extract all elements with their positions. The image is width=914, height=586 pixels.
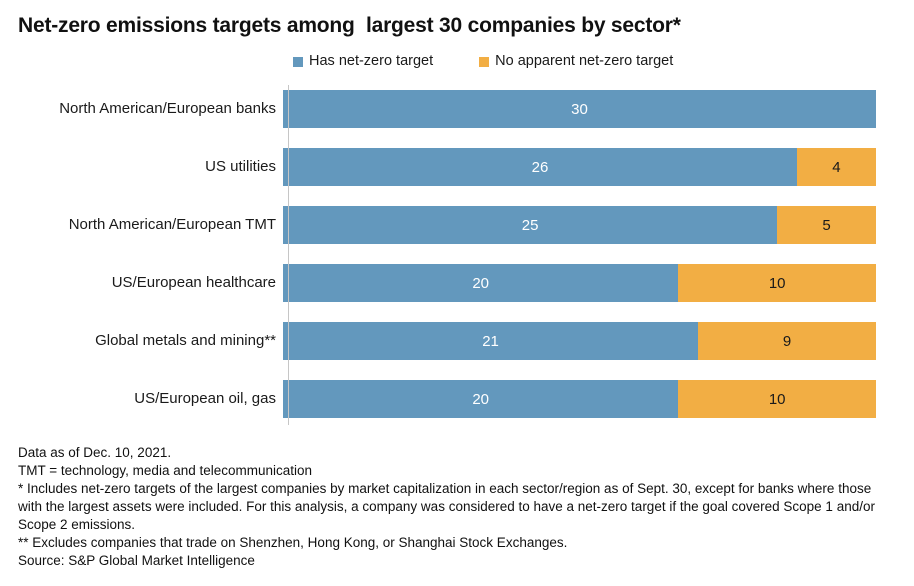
footnote-source: Source: S&P Global Market Intelligence [18,553,255,568]
bar-track: 20 10 [283,264,876,302]
bar-value-label: 9 [782,332,792,350]
bar-segment-no-apparent-net-zero-target: 5 [777,206,876,244]
bar-value-label: 4 [832,158,841,176]
bar-track: 21 9 [283,322,876,360]
footnote-double-asterisk: ** Excludes companies that trade on Shen… [18,535,568,550]
bar-value-label: 20 [472,390,489,408]
bar-track: 30 [283,90,876,128]
legend-item-has-net-zero-target: Has net-zero target [293,54,433,69]
category-label: US/European healthcare [111,274,276,291]
bar-segment-no-apparent-net-zero-target: 4 [796,148,876,186]
footnote-data-as-of: Data as of Dec. 10, 2021. [18,445,172,460]
bar-segment-no-apparent-net-zero-target: 9 [698,322,876,360]
category-label: North American/European TMT [68,216,276,233]
chart-title: Net-zero emissions targets among largest… [18,14,681,37]
chart-row: North American/European banks 30 [0,90,914,128]
bar-track: 26 4 [283,148,876,186]
bar-value-label: 10 [768,274,786,292]
bar-value-label: 26 [531,158,549,176]
footnote-tmt-definition: TMT = technology, media and telecommunic… [18,463,313,478]
legend: Has net-zero target No apparent net-zero … [293,54,914,69]
bar-segment-has-net-zero-target: 20 [283,264,679,302]
category-label: US/European oil, gas [134,390,276,407]
bar-value-label: 10 [768,390,786,408]
bar-segment-has-net-zero-target: 26 [283,148,797,186]
legend-swatch-icon [293,56,303,67]
chart-row: US/European healthcare 20 10 [0,264,914,302]
legend-swatch-icon [479,56,490,67]
chart-row: US utilities 26 4 [0,148,914,186]
bar-segment-has-net-zero-target: 21 [283,322,699,360]
y-axis-line [288,85,289,425]
bar-chart: North American/European banks 30 US utilit… [0,90,914,418]
legend-label: Has net-zero target [309,53,434,69]
footnote-asterisk: * Includes net-zero targets of the large… [18,481,875,532]
category-label: US utilities [205,158,276,175]
chart-row: North American/European TMT 25 5 [0,206,914,244]
bar-value-label: 20 [472,274,489,292]
category-label: Global metals and mining** [95,332,276,349]
legend-item-no-apparent-net-zero-target: No apparent net-zero target [479,54,673,69]
bar-segment-has-net-zero-target: 25 [283,206,778,244]
bar-segment-no-apparent-net-zero-target: 10 [678,264,876,302]
footnotes: Data as of Dec. 10, 2021. TMT = technolo… [18,444,896,570]
category-label: North American/European banks [59,100,276,117]
bar-track: 25 5 [283,206,876,244]
bar-segment-has-net-zero-target: 30 [283,90,876,128]
bar-segment-has-net-zero-target: 20 [283,380,679,418]
bar-value-label: 25 [521,216,539,234]
chart-row: Global metals and mining** 21 9 [0,322,914,360]
bar-track: 20 10 [283,380,876,418]
bar-value-label: 30 [571,100,588,118]
bar-value-label: 5 [822,216,831,234]
chart-row: US/European oil, gas 20 10 [0,380,914,418]
chart-area: North American/European banks 30 US utilit… [0,85,914,425]
bar-value-label: 21 [482,332,499,350]
legend-label: No apparent net-zero target [495,53,674,69]
bar-segment-no-apparent-net-zero-target: 10 [678,380,876,418]
